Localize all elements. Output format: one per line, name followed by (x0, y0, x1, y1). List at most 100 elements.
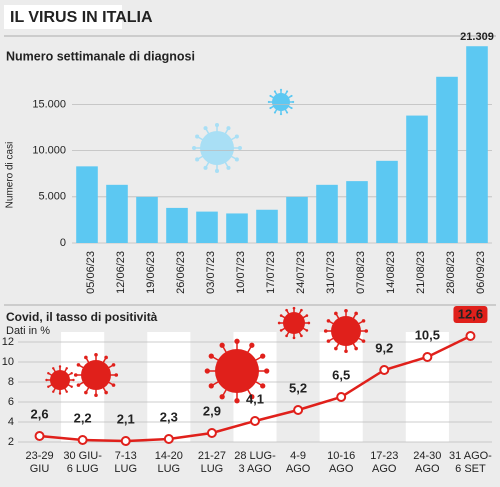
virus-spike-tip (203, 165, 208, 170)
virus-spike-tip (361, 339, 366, 343)
x-tick-label: AGO (286, 463, 311, 475)
value-label: 6,5 (332, 367, 350, 382)
virus-spike-tip (52, 367, 55, 370)
x-tick-label: 23-29 (25, 450, 53, 462)
x-tick-label: 10/07/23 (235, 251, 247, 294)
value-label: 5,2 (289, 380, 307, 395)
virus-spike-tip (76, 363, 81, 367)
virus-spike-tip (219, 342, 225, 348)
virus-spike-tip (260, 353, 266, 359)
virus-spike-tip (279, 88, 283, 91)
value-label: 10,5 (415, 327, 440, 342)
virus-spike-tip (273, 90, 277, 93)
virus-spike-tip (208, 353, 214, 359)
virus-spike-tip (249, 394, 255, 400)
x-tick-label: 21/08/23 (415, 251, 427, 294)
page-title: IL VIRUS IN ITALIA (10, 9, 153, 26)
virus-spike-tip (219, 394, 225, 400)
virus-body (272, 93, 290, 111)
bar (136, 196, 158, 243)
line-point (34, 431, 45, 441)
line-point (336, 392, 347, 402)
x-tick-label: 24-30 (413, 450, 441, 462)
title-box (4, 5, 122, 29)
virus-body (81, 360, 111, 390)
virus-spike-tip (70, 385, 73, 388)
x-tick-label: 31 AGO- (449, 450, 492, 462)
virus-spike-tip (203, 126, 208, 131)
value-label: 2,6 (31, 406, 49, 421)
virus-spike-tip (104, 355, 108, 360)
virus-spike-tip (354, 311, 358, 316)
x-tick-label: 28/08/23 (445, 251, 457, 294)
virus-spike-tip (279, 113, 283, 116)
x-tick-label: 07/08/23 (355, 251, 367, 294)
virus-spike-tip (260, 383, 266, 389)
line-point (120, 436, 131, 446)
virus-spike-tip (70, 372, 73, 375)
x-tick-label: 14/08/23 (385, 251, 397, 294)
virus-spike-tip (269, 106, 272, 110)
virus-spike-tip (267, 100, 270, 104)
x-tick-label: AGO (329, 463, 354, 475)
x-tick-label: 7-13 (115, 450, 137, 462)
virus-spike-tip (273, 111, 277, 114)
bar (106, 184, 128, 243)
virus-spike-tip (226, 126, 231, 131)
virus-spike-tip (226, 165, 231, 170)
virus-spike-tip (277, 321, 281, 325)
virus-spike-tip (111, 363, 116, 367)
line-point (163, 434, 174, 444)
virus-body (215, 349, 259, 393)
virus-spike-tip (279, 329, 283, 332)
virus-spike-tip (334, 346, 338, 351)
virus-spike-tip (234, 338, 240, 344)
y-tick-label: 2 (8, 436, 14, 448)
virus-spike-tip (290, 94, 293, 98)
virus-spike-tip (72, 378, 75, 382)
virus-spike-tip (234, 398, 240, 404)
x-tick-label: AGO (372, 463, 397, 475)
x-tick-label: 17/07/23 (265, 251, 277, 294)
x-tick-label: 14-20 (155, 450, 183, 462)
virus-spike-tip (47, 372, 50, 375)
bar (316, 184, 338, 243)
virus-spike-tip (344, 349, 348, 354)
virus-spike-tip (208, 383, 214, 389)
virus-spike-tip (234, 134, 239, 139)
x-tick-label: 6 SET (455, 463, 486, 475)
virus-icon (45, 365, 75, 395)
virus-spike-tip (285, 111, 289, 114)
line-point (293, 405, 304, 415)
virus-spike-tip (334, 311, 338, 316)
line-point (465, 331, 476, 341)
line-point (77, 435, 88, 445)
bar (406, 115, 428, 243)
virus-spike-tip (104, 390, 108, 395)
virus-spike-tip (214, 123, 220, 128)
virus-spike-tip (52, 390, 55, 393)
virus-spike-tip (114, 373, 119, 377)
virus-spike-tip (94, 352, 98, 357)
y-tick-label: 15.000 (32, 98, 66, 110)
x-tick-label: 19/06/23 (145, 251, 157, 294)
bar (256, 209, 278, 243)
bar (226, 213, 248, 243)
x-tick-label: 03/07/23 (205, 251, 217, 294)
virus-spike-tip (195, 134, 200, 139)
value-label-box (453, 306, 488, 323)
x-tick-label: 10-16 (327, 450, 355, 462)
bar (376, 160, 398, 243)
virus-spike-tip (58, 365, 62, 368)
virus-spike-tip (285, 334, 288, 338)
x-tick-label: LUG (158, 463, 181, 475)
x-tick-label: LUG (114, 463, 137, 475)
virus-spike-tip (292, 100, 295, 104)
value-label: 2,2 (74, 410, 92, 425)
y-tick-label: 8 (8, 376, 14, 388)
x-tick-label: 30 GIU- (63, 450, 102, 462)
virus-spike-tip (237, 145, 242, 151)
virus-body (283, 312, 305, 334)
y-tick-label: 10.000 (32, 145, 66, 157)
virus-spike-tip (249, 342, 255, 348)
